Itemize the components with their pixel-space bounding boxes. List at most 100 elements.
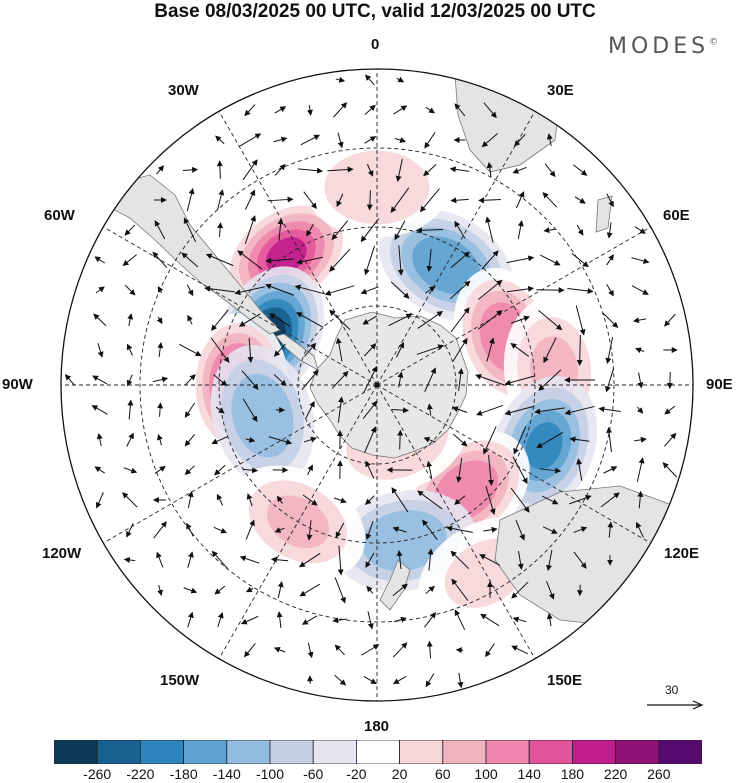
wind-arrow-10 [454,103,466,117]
wind-arrow-90 [606,254,614,266]
lon-label-30w: 30W [168,82,199,99]
antarctic-peninsula [275,333,319,371]
meridian-60 [376,226,651,386]
wind-arrow-62 [331,220,349,241]
colorbar-swatch-13 [615,740,660,764]
wind-arrow-134 [178,343,202,357]
wind-arrow-195 [184,433,196,447]
wind-arrow-246 [510,487,530,513]
wind-arrow-3 [244,104,256,117]
wind-arrow-32 [395,158,403,182]
wind-arrow-186 [504,405,535,416]
wind-arrow-316 [307,642,314,659]
wind-arrow-184 [451,406,468,413]
wind-arrow-209 [606,426,613,453]
wind-arrow-105 [478,279,503,300]
wind-arrow-251 [126,523,134,538]
wind-arrow-164 [457,367,464,392]
wind-arrow-271 [187,551,194,568]
wind-arrow-92 [95,286,105,294]
wind-arrow-145 [510,342,530,357]
wind-arrow-136 [247,337,254,363]
wind-arrow-242 [391,487,409,513]
wind-arrow-161 [363,365,378,394]
wind-arrow-75 [152,251,168,269]
wind-arrow-286 [157,584,163,597]
wind-arrow-170 [637,372,644,389]
wind-arrow-22 [514,133,526,147]
wind-arrow-43 [267,196,294,203]
meridian-240 [103,384,378,544]
wind-arrow-49 [450,197,469,204]
reference-vector-label: 30 [665,683,679,697]
wind-arrow-302 [217,612,224,628]
wind-arrow-312 [512,616,527,623]
wind-arrow-85 [450,251,470,269]
wind-arrow-149 [635,347,645,354]
wind-arrow-155 [184,373,196,386]
wind-arrow-7 [364,104,376,115]
wind-arrow-294 [392,583,408,597]
wind-arrow-130 [664,313,676,327]
wind-arrow-138 [304,342,317,357]
wind-arrow-12 [215,135,225,145]
wind-arrow-102 [390,281,410,299]
wind-arrow-146 [543,337,557,364]
wind-arrow-201 [364,426,377,453]
wind-arrow-207 [536,431,564,449]
wind-arrow-124 [477,310,503,330]
wind-arrow-36 [512,166,527,174]
colorbar-tick-11: 180 [560,766,585,782]
colorbar-tick-10: 140 [517,766,541,782]
wind-arrow-188 [564,405,595,416]
wind-arrow-177 [242,398,258,423]
wind-arrow-59 [244,215,256,245]
colorbar-swatch-7 [355,740,400,764]
wind-arrow-190 [636,406,644,414]
wind-arrow-109 [606,284,614,297]
wind-arrow-257 [306,520,313,541]
wind-arrow-87 [506,255,535,264]
wind-arrow-6 [333,102,348,118]
colorbar-tick-4: -100 [255,766,285,782]
lon-label-150e: 150E [547,672,583,689]
wind-arrow-4 [274,106,287,114]
wind-arrow-270 [156,551,164,568]
wind-arrow-291 [299,583,320,597]
wind-arrow-296 [451,578,469,601]
wind-arrow-206 [513,426,527,455]
anomaly-contour-4-3 [412,236,481,295]
wind-arrow-182 [391,407,410,414]
wind-arrow-259 [365,520,374,540]
lon-label-120e: 120E [664,545,700,562]
lon-label-180: 180 [364,718,390,735]
wind-arrow-21 [481,133,498,148]
wind-arrow-0 [335,76,346,83]
colorbar-tick-1: -220 [126,766,155,782]
wind-arrow-237 [246,493,253,507]
wind-arrow-74 [122,254,137,266]
wind-arrow-167 [538,369,562,391]
wind-arrow-180 [337,396,344,423]
wind-arrow-128 [602,312,619,329]
wind-arrow-244 [454,495,466,505]
wind-arrow-151 [64,374,75,386]
colorbar-swatch-5 [269,740,314,764]
wind-arrow-33 [423,164,437,177]
wind-arrow-315 [273,647,286,653]
wind-arrow-268 [635,521,644,538]
colorbar [54,740,702,764]
wind-arrow-89 [571,252,589,268]
wind-arrow-189 [598,406,621,413]
wind-arrow-281 [479,554,501,566]
brand-name: MODES [608,34,710,59]
wind-arrow-181 [362,400,378,419]
lon-label-90e: 90E [706,376,733,393]
wind-arrow-187 [534,407,565,415]
colorbar-tick-6: -20 [346,766,367,782]
wind-arrow-116 [238,313,261,327]
wind-arrow-157 [241,370,259,390]
wind-arrow-98 [265,283,295,296]
wind-arrow-91 [631,257,650,264]
wind-arrow-45 [336,193,344,208]
